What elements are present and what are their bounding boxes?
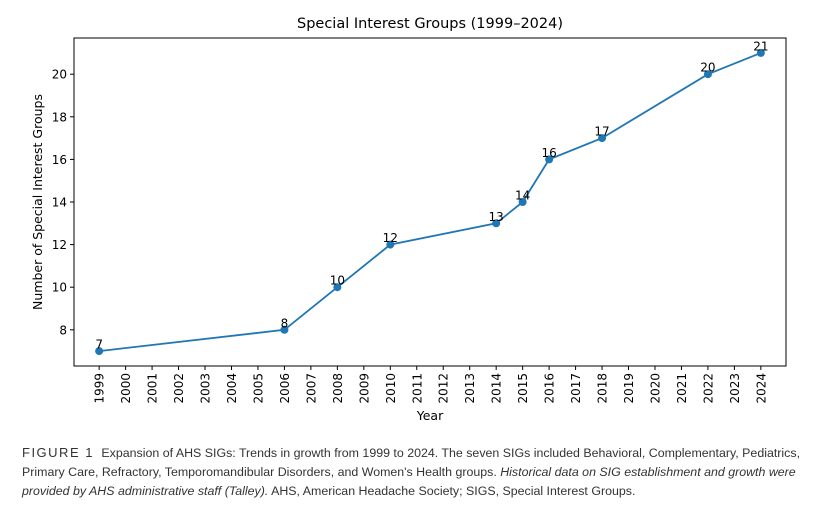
chart-title: Special Interest Groups (1999–2024) bbox=[297, 16, 563, 32]
x-tick-label: 2024 bbox=[754, 373, 768, 404]
y-tick-label: 10 bbox=[52, 281, 67, 295]
data-point bbox=[386, 240, 395, 249]
y-tick-label: 14 bbox=[52, 196, 67, 210]
y-tick-label: 18 bbox=[52, 110, 67, 124]
y-axis-label: Number of Special Interest Groups bbox=[30, 94, 45, 310]
x-tick-label: 2000 bbox=[119, 373, 133, 404]
data-label: 16 bbox=[541, 146, 556, 160]
figure-caption: FIGURE 1 Expansion of AHS SIGs: Trends i… bbox=[22, 443, 812, 501]
x-tick-label: 2022 bbox=[701, 373, 715, 404]
x-tick-label: 2004 bbox=[225, 373, 239, 404]
x-tick-label: 2018 bbox=[596, 373, 610, 404]
caption-text: Expansion of AHS SIGs: Trends in growth … bbox=[22, 446, 801, 479]
x-axis: 1999 2000 2001 2002 2003 2004 2005 2006 2007 2008… bbox=[93, 366, 768, 404]
x-tick-label: 2023 bbox=[728, 373, 742, 404]
series-line bbox=[99, 52, 762, 352]
x-tick-label: 2017 bbox=[569, 373, 583, 404]
x-tick-label: 2010 bbox=[384, 373, 398, 404]
data-points bbox=[95, 48, 765, 356]
x-tick-label: 2009 bbox=[357, 373, 371, 404]
x-tick-label: 2011 bbox=[410, 373, 424, 404]
y-tick-label: 16 bbox=[52, 153, 67, 167]
data-label: 20 bbox=[700, 61, 715, 75]
x-tick-label: 2019 bbox=[622, 373, 636, 404]
data-point bbox=[545, 155, 554, 164]
data-point bbox=[95, 347, 104, 356]
x-tick-label: 2015 bbox=[516, 373, 530, 404]
data-point bbox=[280, 325, 289, 334]
x-tick-label: 2007 bbox=[304, 373, 318, 404]
data-label: 8 bbox=[281, 316, 289, 330]
data-labels: 7 8 10 12 13 14 16 17 20 21 bbox=[95, 39, 768, 351]
data-point bbox=[756, 48, 765, 57]
plot-area-frame bbox=[73, 37, 787, 367]
data-point bbox=[518, 198, 527, 206]
x-tick-label: 2014 bbox=[490, 373, 504, 404]
x-tick-label: 2012 bbox=[437, 373, 451, 404]
data-label: 7 bbox=[95, 338, 103, 352]
y-axis: 8 10 12 14 16 18 20 bbox=[52, 68, 74, 337]
figure-label: FIGURE 1 bbox=[22, 445, 94, 460]
x-tick-label: 2021 bbox=[675, 373, 689, 404]
x-axis-label: Year bbox=[416, 408, 444, 423]
caption-italic-text: Historical data on SIG establishment and… bbox=[22, 465, 796, 498]
caption-trailing-text: AHS, American Headache Society; SIGS, Sp… bbox=[271, 484, 636, 498]
x-tick-label: 2013 bbox=[463, 373, 477, 404]
data-label: 17 bbox=[594, 125, 609, 139]
x-tick-label: 2008 bbox=[331, 373, 345, 404]
data-point bbox=[492, 219, 501, 228]
x-tick-label: 1999 bbox=[93, 373, 107, 404]
data-point bbox=[703, 70, 712, 79]
x-tick-label: 2003 bbox=[199, 373, 213, 404]
x-tick-label: 2005 bbox=[251, 373, 265, 404]
x-tick-label: 2016 bbox=[543, 373, 557, 404]
x-tick-label: 2002 bbox=[172, 373, 186, 404]
data-label: 12 bbox=[383, 231, 398, 245]
x-tick-label: 2020 bbox=[648, 373, 662, 404]
data-label: 10 bbox=[330, 274, 345, 288]
data-label: 13 bbox=[489, 210, 504, 224]
data-label: 21 bbox=[753, 39, 768, 53]
data-point bbox=[598, 134, 607, 143]
data-label: 14 bbox=[515, 189, 530, 203]
x-tick-label: 2001 bbox=[146, 373, 160, 404]
line-chart: Special Interest Groups (1999–2024) 8 10 1… bbox=[30, 16, 787, 423]
x-tick-label: 2006 bbox=[278, 373, 292, 404]
y-tick-label: 12 bbox=[52, 238, 67, 252]
data-point bbox=[333, 283, 342, 292]
y-tick-label: 8 bbox=[59, 323, 67, 337]
y-tick-label: 20 bbox=[52, 68, 67, 82]
